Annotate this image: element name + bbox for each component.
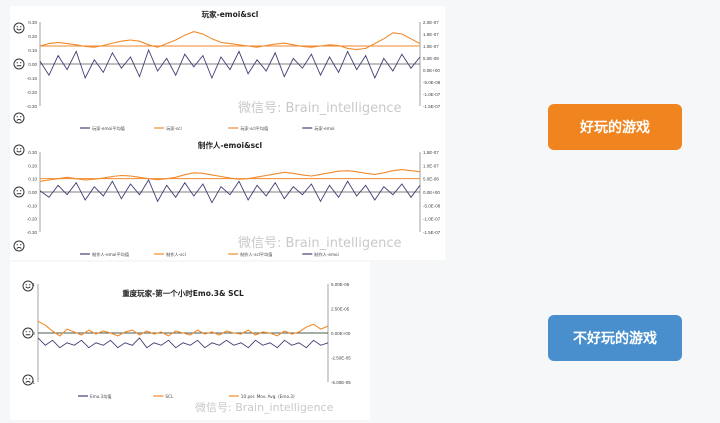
chart-player-svg: 玩家-emoi&scl 0.30 0.20 0.10 0.00 -0.10 -0.20 -0.… bbox=[13, 9, 441, 132]
y-right-tick-label: -1.5E-07 bbox=[423, 230, 441, 235]
y-left-tick-label: -0.20 bbox=[27, 217, 38, 222]
y-right-tick-label: 1.0E-07 bbox=[423, 163, 439, 168]
legend-label: 制作人-scl平均值 bbox=[240, 251, 272, 258]
y-left-tick-label: -0.20 bbox=[27, 90, 38, 95]
legend-label: SCL bbox=[165, 394, 174, 399]
legend-label: Emo.3均值 bbox=[90, 393, 112, 400]
y-right-tick-label: -1.0E-07 bbox=[423, 217, 441, 222]
y-left-tick-label: 0.30 bbox=[28, 150, 37, 155]
y-right-tick-label: 0.0E+00 bbox=[423, 68, 440, 73]
y-left-tick-label: -0.30 bbox=[27, 104, 38, 109]
legend-label: 玩家-emoi平均值 bbox=[92, 125, 125, 132]
happy-face-icon bbox=[13, 22, 25, 34]
y-left-tick-label: 0.20 bbox=[28, 163, 37, 168]
y-right-tick-label: 0.0E+00 bbox=[423, 190, 440, 195]
legend-label: 玩家-scl平均值 bbox=[240, 125, 268, 132]
legend-label: 玩家-scl bbox=[166, 125, 182, 132]
neutral-face-icon bbox=[13, 186, 25, 198]
sad-face-icon bbox=[13, 240, 25, 252]
legend-label: 制作人-emoi平均值 bbox=[92, 251, 129, 258]
y-right-tick-label: 1.0E-07 bbox=[423, 44, 439, 49]
y-right-tick-label: 5.0E-08 bbox=[423, 177, 439, 182]
chart-panel-heavy-player: 重度玩家-第一个小时Emo.3& SCL0.10-0.15.00E-052.50… bbox=[10, 262, 370, 420]
y-right-tick-label: 2.50E-05 bbox=[331, 307, 350, 312]
y-left-tick-label: 0.00 bbox=[28, 62, 37, 67]
legend-label: 制作人-scl bbox=[166, 251, 186, 258]
y-left-tick-label: -0.10 bbox=[27, 76, 38, 81]
series-line-1 bbox=[39, 179, 421, 204]
y-right-tick-label: 2.0E-07 bbox=[423, 20, 439, 25]
y-left-tick-label: 0.10 bbox=[28, 48, 37, 53]
chart-title: 玩家-emoi&scl bbox=[202, 9, 259, 19]
y-left-tick-label: 0.20 bbox=[28, 34, 37, 39]
y-right-tick-label: 5.0E-08 bbox=[423, 56, 439, 61]
neutral-face-icon bbox=[22, 327, 34, 339]
y-right-tick-label: -2.50E-05 bbox=[331, 356, 351, 361]
series-line-0 bbox=[39, 169, 421, 182]
y-left-tick-label: -0.30 bbox=[27, 230, 38, 235]
y-right-tick-label: -5.0E-08 bbox=[423, 203, 441, 208]
y-right-tick-label: -1.5E-07 bbox=[423, 104, 441, 109]
y-right-tick-label: -5.0E-08 bbox=[423, 80, 441, 85]
legend-label: 10 per. Mov. Avg. (Emo.3) bbox=[241, 394, 295, 399]
chart-title: 制作人-emoi&scl bbox=[198, 140, 262, 150]
series-line-1 bbox=[39, 48, 421, 80]
y-right-tick-label: 1.5E-07 bbox=[423, 32, 439, 37]
y-right-tick-label: 0.00E+00 bbox=[331, 331, 351, 336]
y-left-tick-label: 0.10 bbox=[28, 177, 37, 182]
y-right-tick-label: 1.5E-07 bbox=[423, 150, 439, 155]
series-line-0 bbox=[39, 31, 421, 51]
y-right-tick-label: 5.00E-05 bbox=[331, 282, 350, 287]
sad-face-icon bbox=[13, 112, 25, 124]
chart-panel-player: 玩家-emoi&scl 0.30 0.20 0.10 0.00 -0.10 -0.20 -0.… bbox=[10, 6, 445, 140]
chart-producer-svg: 制作人-emoi&scl 0.30 0.20 0.10 0.00 -0.10 -0.20 -0… bbox=[13, 140, 441, 258]
neutral-face-icon bbox=[13, 58, 25, 70]
y-right-tick-label: -5.00E-05 bbox=[331, 380, 351, 385]
y-left-tick-label: 0.30 bbox=[28, 20, 37, 25]
y-left-tick-label: 0 bbox=[32, 331, 35, 336]
bad-game-button[interactable]: 不好玩的游戏 bbox=[548, 315, 682, 361]
series-line-0 bbox=[37, 320, 329, 337]
happy-face-icon bbox=[13, 144, 25, 156]
chart-title: 重度玩家-第一个小时Emo.3& SCL bbox=[122, 288, 244, 298]
chart-panel-producer: 制作人-emoi&scl 0.30 0.20 0.10 0.00 -0.10 -0.20 -0… bbox=[10, 140, 445, 260]
good-game-button[interactable]: 好玩的游戏 bbox=[548, 104, 682, 150]
series-line-1 bbox=[37, 337, 329, 349]
y-right-tick-label: -1.0E-07 bbox=[423, 92, 441, 97]
happy-face-icon bbox=[22, 280, 34, 292]
y-left-tick-label: 0.00 bbox=[28, 190, 37, 195]
legend-label: 玩家-emoi bbox=[314, 125, 334, 132]
sad-face-icon bbox=[22, 374, 34, 386]
y-left-tick-label: -0.10 bbox=[27, 203, 38, 208]
legend-label: 制作人-emoi bbox=[314, 251, 338, 258]
chart-heavy-player-svg: 重度玩家-第一个小时Emo.3& SCL0.10-0.15.00E-052.50… bbox=[22, 280, 351, 400]
